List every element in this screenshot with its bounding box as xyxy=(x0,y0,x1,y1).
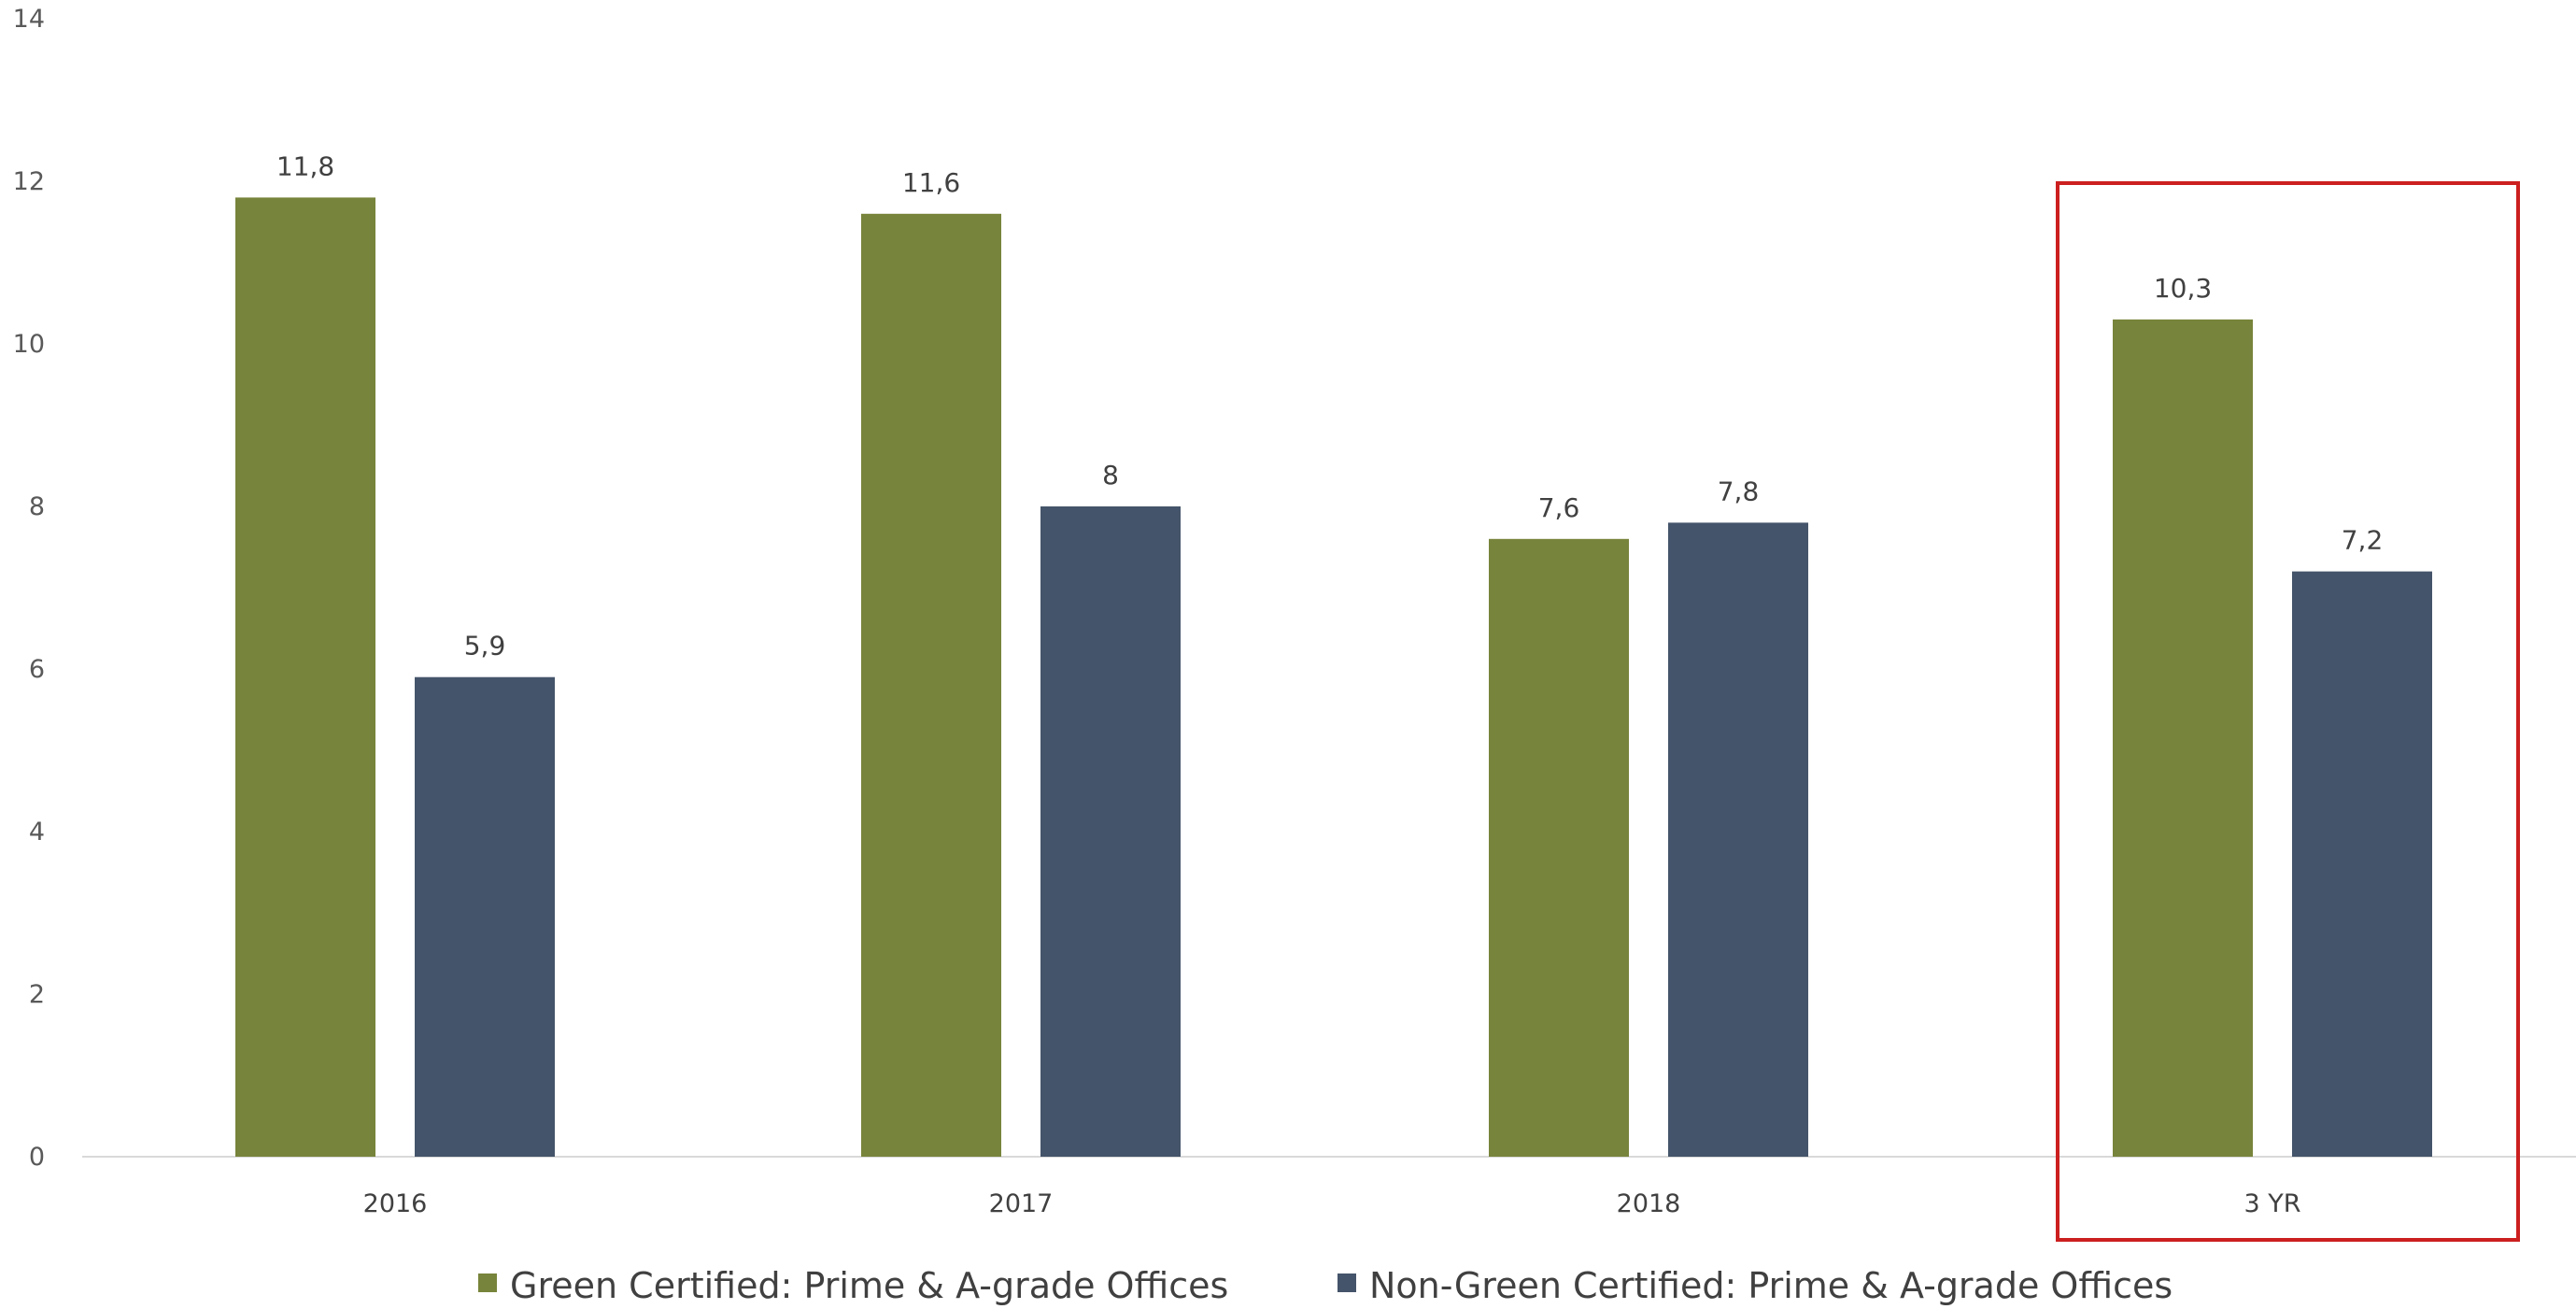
data-label: 11,6 xyxy=(902,167,960,198)
y-tick-label: 0 xyxy=(29,1143,45,1172)
x-category-label: 3 YR xyxy=(2243,1189,2300,1218)
legend-swatch-green-certified xyxy=(478,1273,497,1292)
data-label: 5,9 xyxy=(464,631,506,662)
x-category-label: 2018 xyxy=(1617,1189,1681,1218)
data-label: 7,2 xyxy=(2342,525,2384,556)
y-tick-label: 6 xyxy=(29,655,45,684)
y-tick-label: 14 xyxy=(13,5,45,34)
y-tick-label: 8 xyxy=(29,492,45,521)
bar-non-green-certified-2018 xyxy=(1668,522,1808,1157)
bar-non-green-certified-2016 xyxy=(415,676,555,1157)
x-category-label: 2017 xyxy=(989,1189,1054,1218)
bar-green-certified-3-yr xyxy=(2113,319,2253,1157)
y-tick-label: 10 xyxy=(13,330,45,359)
bar-green-certified-2017 xyxy=(861,213,1001,1158)
y-tick-label: 12 xyxy=(13,167,45,196)
legend-swatch-non-green-certified xyxy=(1338,1273,1356,1292)
data-label: 7,8 xyxy=(1718,476,1760,506)
data-labels: 11,8 5,9 11,6 8 7,6 7,8 10,3 7,2 xyxy=(276,150,2383,661)
bar-non-green-certified-2017 xyxy=(1040,506,1181,1157)
legend: Green Certified: Prime & A-grade Offices… xyxy=(478,1265,2173,1306)
data-label: 8 xyxy=(1102,460,1119,491)
data-label: 7,6 xyxy=(1538,492,1580,523)
bars xyxy=(235,197,2432,1158)
x-axis-category-labels: 2016 2017 2018 3 YR xyxy=(363,1189,2301,1218)
bar-non-green-certified-3-yr xyxy=(2292,571,2432,1157)
y-axis-ticks: 0 2 4 6 8 10 12 14 xyxy=(13,5,45,1172)
bar-green-certified-2016 xyxy=(235,197,375,1157)
data-label: 10,3 xyxy=(2154,273,2212,304)
x-category-label: 2016 xyxy=(363,1189,428,1218)
bar-green-certified-2018 xyxy=(1489,538,1629,1157)
legend-label-green-certified: Green Certified: Prime & A-grade Offices xyxy=(510,1265,1228,1306)
y-tick-label: 2 xyxy=(29,980,45,1009)
highlight-box xyxy=(2056,181,2520,1242)
data-label: 11,8 xyxy=(276,150,334,181)
legend-label-non-green-certified: Non-Green Certified: Prime & A-grade Off… xyxy=(1369,1265,2173,1306)
y-tick-label: 4 xyxy=(29,818,45,847)
